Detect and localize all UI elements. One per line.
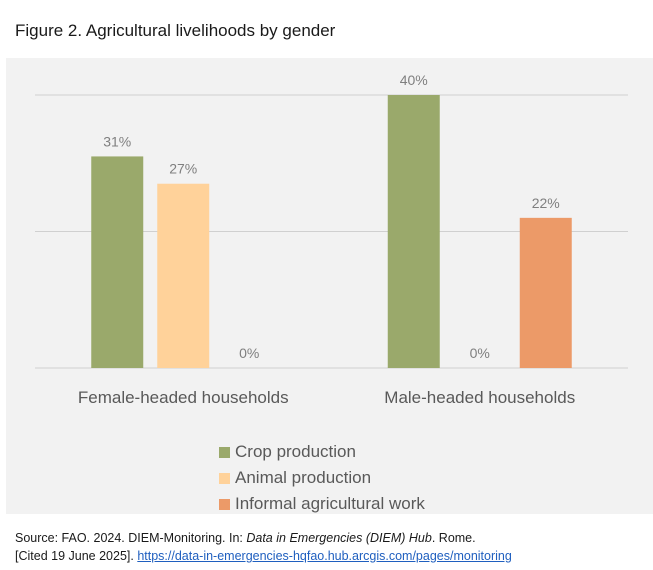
bar: [519, 217, 572, 368]
source-line-2: [Cited 19 June 2025]. https://data-in-em…: [15, 547, 512, 565]
bar: [157, 183, 210, 368]
legend-item: Animal production: [219, 465, 425, 491]
legend-swatch: [219, 446, 230, 458]
category-label: Female-headed households: [78, 388, 289, 407]
source-hub-name: Data in Emergencies (DIEM) Hub: [246, 531, 432, 545]
source-suffix: . Rome.: [431, 531, 476, 545]
legend-swatch: [219, 472, 230, 484]
legend-label: Informal agricultural work: [235, 494, 425, 513]
bar: [387, 95, 440, 368]
bar: [91, 156, 144, 368]
legend-label: Crop production: [235, 442, 356, 461]
source-link[interactable]: https://data-in-emergencies-hqfao.hub.ar…: [137, 549, 512, 563]
legend-item: Informal agricultural work: [219, 491, 425, 517]
data-label: 0%: [239, 345, 259, 361]
legend: Crop production Animal production Informal…: [219, 439, 425, 517]
data-label: 31%: [103, 133, 131, 149]
source-prefix: Source: FAO. 2024. DIEM-Monitoring. In:: [15, 531, 247, 545]
source-cited: [Cited 19 June 2025].: [15, 549, 138, 563]
bar-chart: 31% 27% 0% Female-headed households 40% 0% 22%…: [35, 72, 628, 407]
source-line-1: Source: FAO. 2024. DIEM-Monitoring. In: …: [15, 529, 512, 547]
category-label: Male-headed households: [384, 388, 575, 407]
legend-swatch: [219, 498, 230, 510]
data-label: 40%: [400, 72, 428, 88]
data-label: 22%: [532, 195, 560, 211]
figure-title: Figure 2. Agricultural livelihoods by ge…: [15, 21, 336, 40]
data-label: 0%: [470, 345, 490, 361]
legend-label: Animal production: [235, 468, 372, 487]
legend-item: Crop production: [219, 439, 425, 465]
data-label: 27%: [169, 161, 197, 177]
source-note: Source: FAO. 2024. DIEM-Monitoring. In: …: [15, 529, 512, 565]
